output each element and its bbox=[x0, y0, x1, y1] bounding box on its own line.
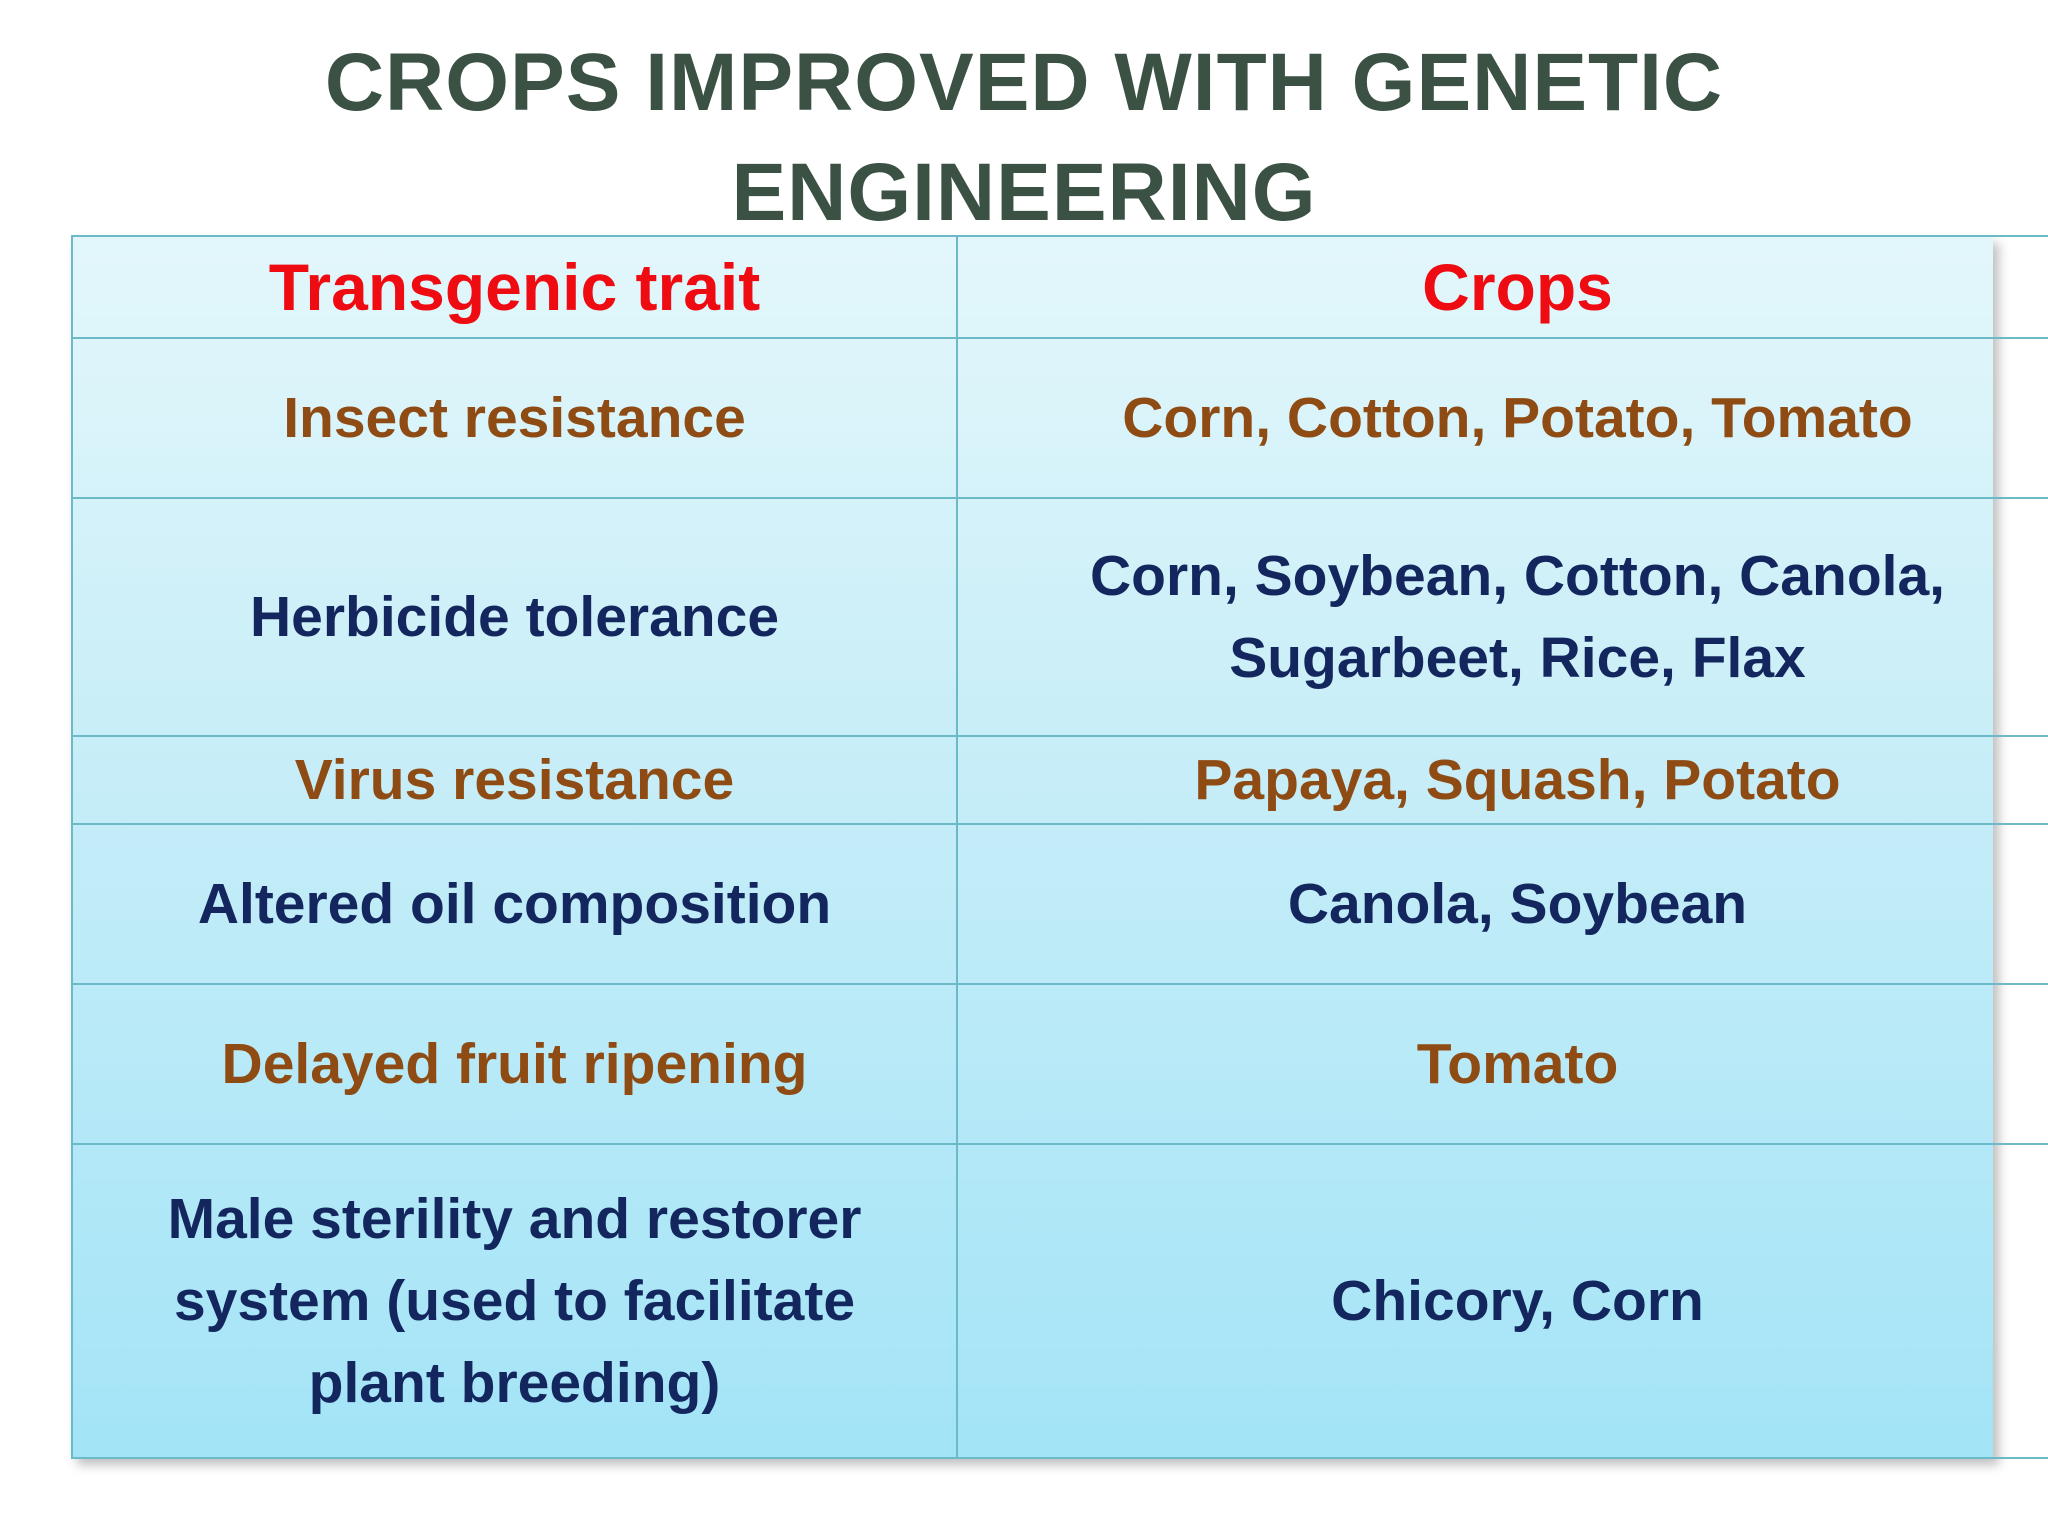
crops-line: Sugarbeet, Rice, Flax bbox=[1229, 626, 1806, 690]
crops-cell: Corn, Soybean, Cotton, Canola, Sugarbeet… bbox=[956, 497, 2048, 737]
trait-cell: Male sterility and restorer system (used… bbox=[71, 1143, 958, 1459]
trait-cell: Altered oil composition bbox=[71, 823, 958, 985]
page-title: CROPS IMPROVED WITH GENETIC ENGINEERING bbox=[0, 28, 2048, 248]
title-line-1: CROPS IMPROVED WITH GENETIC bbox=[324, 37, 1724, 128]
traits-table: Transgenic trait Crops Insect resistance… bbox=[71, 235, 2048, 1459]
trait-cell: Virus resistance bbox=[71, 735, 958, 825]
table-row: Delayed fruit ripening Tomato bbox=[71, 983, 2048, 1145]
trait-cell: Insect resistance bbox=[71, 337, 958, 499]
table-row: Herbicide tolerance Corn, Soybean, Cotto… bbox=[71, 497, 2048, 737]
table-header-row: Transgenic trait Crops bbox=[71, 235, 2048, 339]
crops-cell: Chicory, Corn bbox=[956, 1143, 2048, 1459]
table-row: Virus resistance Papaya, Squash, Potato bbox=[71, 735, 2048, 825]
trait-cell: Delayed fruit ripening bbox=[71, 983, 958, 1145]
header-transgenic-trait: Transgenic trait bbox=[71, 235, 958, 339]
header-crops: Crops bbox=[956, 235, 2048, 339]
trait-line: system (used to facilitate bbox=[173, 1269, 856, 1333]
table-row: Male sterility and restorer system (used… bbox=[71, 1143, 2048, 1459]
crops-cell: Canola, Soybean bbox=[956, 823, 2048, 985]
table-row: Insect resistance Corn, Cotton, Potato, … bbox=[71, 337, 2048, 499]
trait-cell: Herbicide tolerance bbox=[71, 497, 958, 737]
crops-cell: Corn, Cotton, Potato, Tomato bbox=[956, 337, 2048, 499]
crops-cell: Papaya, Squash, Potato bbox=[956, 735, 2048, 825]
crops-cell: Tomato bbox=[956, 983, 2048, 1145]
table-row: Altered oil composition Canola, Soybean bbox=[71, 823, 2048, 985]
trait-line: Male sterility and restorer bbox=[167, 1187, 862, 1251]
trait-line: plant breeding) bbox=[308, 1351, 721, 1415]
crops-line: Corn, Soybean, Cotton, Canola, bbox=[1089, 544, 1946, 608]
title-line-2: ENGINEERING bbox=[731, 147, 1317, 238]
